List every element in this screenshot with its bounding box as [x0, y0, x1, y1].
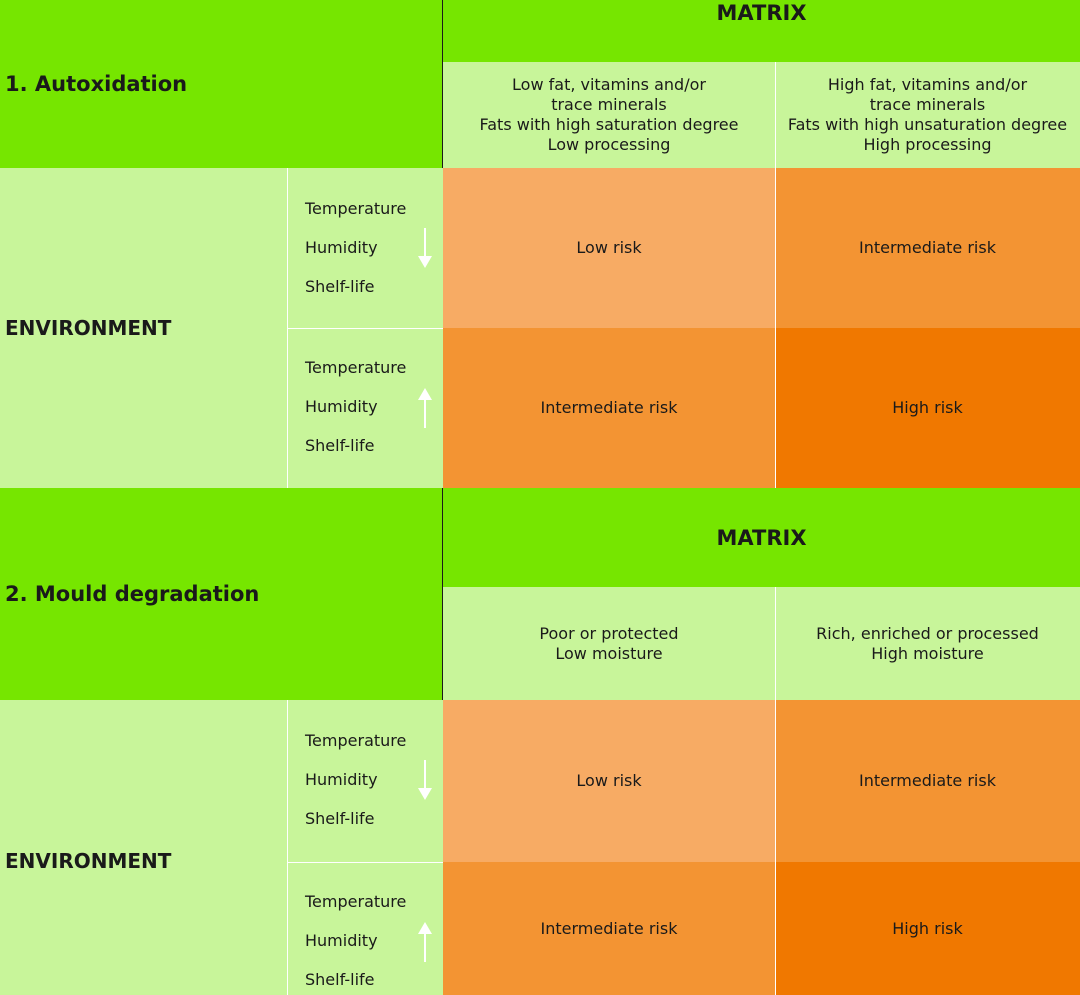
section-2-row-2-factors: Temperature Humidity Shelf-life [287, 862, 443, 995]
section-1-row-1-factors: Temperature Humidity Shelf-life [287, 168, 443, 328]
section-2-title: 2. Mould degradation [0, 488, 443, 700]
matrix-line: Poor or protected [539, 623, 679, 643]
factor-humidity: Humidity [305, 770, 378, 789]
matrix-line: Low moisture [555, 643, 663, 663]
section-1-title: 1. Autoxidation [0, 0, 443, 168]
matrix-line: Low fat, vitamins and/or [512, 75, 706, 94]
factor-shelf-life: Shelf-life [305, 436, 375, 455]
factor-humidity: Humidity [305, 931, 378, 950]
grid-line [287, 328, 443, 329]
grid-line [775, 62, 776, 488]
section-2-risk-intermediate: Intermediate risk [775, 700, 1080, 862]
matrix-line: Low processing [547, 135, 671, 154]
matrix-line: High moisture [871, 643, 984, 663]
section-1-risk-intermediate: Intermediate risk [443, 328, 775, 488]
factor-temperature: Temperature [305, 731, 407, 750]
section-1-matrix-header: MATRIX [443, 0, 1080, 62]
matrix-line: Fats with high saturation degree [479, 115, 739, 134]
section-2-matrix-header: MATRIX [443, 488, 1080, 587]
matrix-line: High processing [863, 135, 992, 154]
factor-temperature: Temperature [305, 199, 407, 218]
grid-line [287, 862, 443, 863]
section-1-environment-label: ENVIRONMENT [0, 168, 287, 488]
factor-temperature: Temperature [305, 358, 407, 377]
section-1-row-2-factors: Temperature Humidity Shelf-life [287, 328, 443, 488]
section-1-risk-intermediate: Intermediate risk [775, 168, 1080, 328]
section-2-risk-intermediate: Intermediate risk [443, 862, 775, 995]
matrix-line: Rich, enriched or processed [816, 623, 1039, 643]
up-arrow-icon [418, 388, 432, 428]
matrix-line: trace minerals [551, 95, 667, 114]
section-2-row-1-factors: Temperature Humidity Shelf-life [287, 700, 443, 862]
section-1-risk-low: Low risk [443, 168, 775, 328]
section-2-matrix-col-1: Poor or protected Low moisture [443, 587, 775, 700]
section-2-matrix-col-2: Rich, enriched or processed High moistur… [775, 587, 1080, 700]
section-1-matrix-col-1: Low fat, vitamins and/or trace minerals … [443, 62, 775, 168]
matrix-line: trace minerals [869, 95, 986, 114]
section-1-matrix-col-2: High fat, vitamins and/or trace minerals… [775, 62, 1080, 168]
factor-shelf-life: Shelf-life [305, 809, 375, 828]
factor-temperature: Temperature [305, 892, 407, 911]
factor-humidity: Humidity [305, 238, 378, 257]
matrix-line: High fat, vitamins and/or [827, 75, 1028, 94]
matrix-line: Fats with high unsaturation degree [787, 115, 1068, 134]
section-2-risk-low: Low risk [443, 700, 775, 862]
down-arrow-icon [418, 760, 432, 800]
grid-line [287, 700, 288, 995]
section-1-risk-high: High risk [775, 328, 1080, 488]
grid-line [775, 587, 776, 995]
down-arrow-icon [418, 228, 432, 268]
section-2-divider [442, 488, 443, 700]
section-1-divider [442, 0, 443, 168]
section-2-environment-label: ENVIRONMENT [0, 700, 287, 995]
factor-humidity: Humidity [305, 397, 378, 416]
factor-shelf-life: Shelf-life [305, 970, 375, 989]
section-2-risk-high: High risk [775, 862, 1080, 995]
factor-shelf-life: Shelf-life [305, 277, 375, 296]
up-arrow-icon [418, 922, 432, 962]
